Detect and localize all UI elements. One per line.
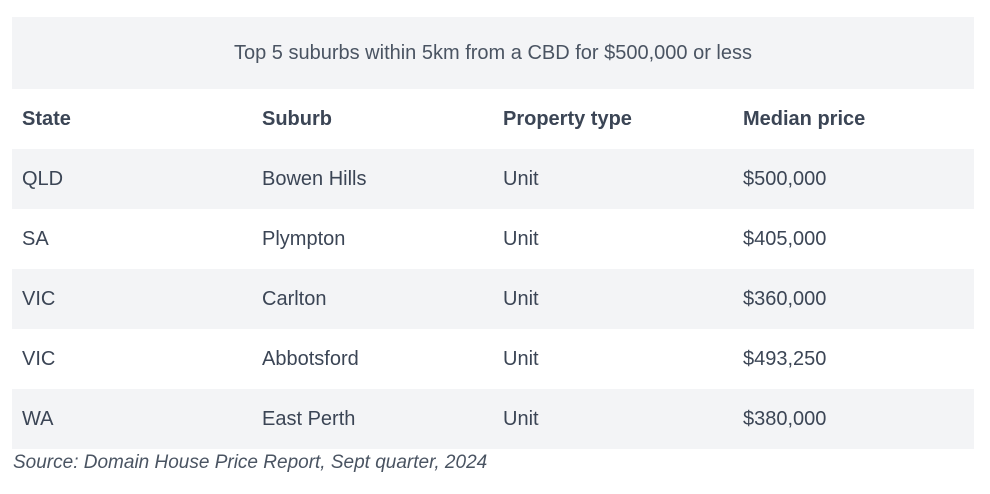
cell-state: VIC — [22, 347, 56, 370]
cell-suburb: Carlton — [252, 269, 493, 329]
cell-state: QLD — [12, 149, 252, 209]
cell-suburb: Abbotsford — [262, 347, 359, 370]
header-suburb: Suburb — [262, 107, 332, 130]
cell-state: WA — [12, 389, 252, 449]
cell-property-type: Unit — [493, 149, 733, 209]
cell-property-type: Unit — [503, 227, 539, 250]
cell-state: SA — [22, 227, 49, 250]
suburbs-table: State Suburb Property type Median price … — [12, 89, 974, 449]
table-row: QLD Bowen Hills Unit $500,000 — [12, 149, 974, 209]
cell-state: VIC — [12, 269, 252, 329]
cell-median-price: $380,000 — [733, 389, 974, 449]
suburbs-table-container: Top 5 suburbs within 5km from a CBD for … — [12, 17, 974, 449]
header-state: State — [22, 107, 71, 130]
cell-property-type: Unit — [493, 389, 733, 449]
cell-median-price: $500,000 — [733, 149, 974, 209]
table-row: VIC Carlton Unit $360,000 — [12, 269, 974, 329]
cell-median-price: $360,000 — [733, 269, 974, 329]
header-median-price: Median price — [743, 107, 866, 130]
source-note: Source: Domain House Price Report, Sept … — [13, 452, 488, 473]
table-header-row: State Suburb Property type Median price — [12, 89, 974, 149]
cell-suburb: Plympton — [262, 227, 346, 250]
cell-property-type: Unit — [503, 347, 539, 370]
header-property-type: Property type — [503, 107, 632, 130]
cell-median-price: $493,250 — [743, 347, 827, 370]
table-row: SA Plympton Unit $405,000 — [12, 209, 974, 269]
cell-property-type: Unit — [493, 269, 733, 329]
table-row: WA East Perth Unit $380,000 — [12, 389, 974, 449]
table-caption: Top 5 suburbs within 5km from a CBD for … — [12, 17, 974, 89]
cell-suburb: Bowen Hills — [252, 149, 493, 209]
table-row: VIC Abbotsford Unit $493,250 — [12, 329, 974, 389]
cell-median-price: $405,000 — [743, 227, 827, 250]
cell-suburb: East Perth — [252, 389, 493, 449]
